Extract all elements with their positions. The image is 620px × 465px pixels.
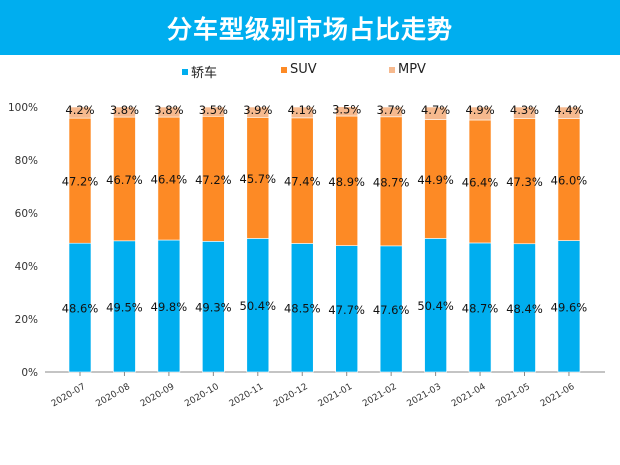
y-tick-label: 40%	[15, 261, 38, 273]
legend: 轿车 SUV MPV	[0, 62, 620, 81]
title-bar: 分车型级别市场占比走势	[0, 0, 620, 55]
data-label: 49.8%	[151, 300, 188, 314]
legend-swatch	[182, 68, 188, 75]
legend-item-MPV: MPV	[389, 62, 426, 77]
x-tick-label: 2021-01	[317, 382, 355, 409]
bar-MPV-2020-11	[246, 106, 270, 118]
data-label: 50.4%	[240, 299, 277, 313]
x-tick-label: 2021-02	[361, 382, 399, 409]
data-label: 4.7%	[421, 103, 450, 117]
data-label: 49.6%	[551, 300, 588, 314]
data-label: 3.9%	[243, 103, 272, 117]
data-label: 50.4%	[417, 299, 454, 313]
x-tick-label: 2020-11	[228, 382, 266, 409]
bar-MPV-2020-07	[68, 106, 92, 119]
data-label: 3.8%	[154, 103, 183, 117]
bar-MPV-2021-01	[335, 106, 359, 117]
data-label: 3.5%	[332, 103, 361, 117]
y-tick-label: 100%	[8, 102, 38, 114]
data-label: 47.3%	[506, 175, 543, 189]
legend-swatch	[389, 66, 395, 73]
y-tick-label: 80%	[15, 155, 38, 167]
data-label: 4.2%	[65, 103, 94, 117]
data-label: 47.2%	[62, 175, 99, 189]
data-label: 48.7%	[373, 175, 410, 189]
data-label: 48.5%	[284, 302, 321, 316]
x-tick-label: 2020-10	[183, 382, 221, 410]
data-label: 49.3%	[195, 301, 232, 315]
data-label: 44.9%	[417, 173, 454, 187]
data-label: 45.7%	[240, 172, 277, 186]
data-label: 46.0%	[551, 174, 588, 188]
data-label: 4.3%	[510, 103, 539, 117]
data-label: 47.7%	[328, 303, 365, 317]
legend-item-SUV: SUV	[281, 62, 317, 77]
data-label: 48.9%	[328, 175, 365, 189]
x-tick-label: 2020-07	[50, 382, 88, 409]
bar-MPV-2021-06	[557, 106, 581, 119]
y-tick-label: 0%	[21, 367, 38, 379]
x-tick-label: 2021-04	[450, 382, 488, 410]
data-label: 4.4%	[554, 103, 583, 117]
y-tick-label: 20%	[15, 314, 38, 326]
x-tick-label: 2021-06	[539, 382, 577, 410]
bar-MPV-2020-08	[113, 106, 136, 118]
data-label: 46.4%	[151, 173, 188, 187]
bar-MPV-2020-10	[202, 106, 225, 117]
y-tick-label: 60%	[15, 208, 38, 220]
bar-MPV-2020-12	[290, 106, 314, 119]
legend-label: MPV	[398, 62, 426, 77]
bar-MPV-2021-02	[379, 106, 403, 118]
data-label: 46.7%	[106, 173, 143, 187]
chart-title: 分车型级别市场占比走势	[166, 14, 453, 44]
data-label: 48.4%	[506, 302, 543, 316]
data-label: 48.6%	[62, 302, 99, 316]
bar-MPV-2020-09	[157, 106, 181, 118]
legend-item-轿车: 轿车	[182, 62, 217, 81]
x-tick-label: 2020-12	[272, 382, 310, 409]
data-label: 49.5%	[106, 300, 143, 314]
data-label: 3.8%	[110, 103, 139, 117]
legend-swatch	[281, 66, 287, 73]
data-label: 47.4%	[284, 175, 321, 189]
data-label: 47.6%	[373, 303, 410, 317]
x-tick-label: 2021-03	[406, 382, 444, 409]
bar-MPV-2021-04	[468, 106, 492, 121]
data-label: 4.1%	[288, 103, 317, 117]
data-label: 4.9%	[465, 103, 494, 117]
legend-label: SUV	[290, 62, 317, 77]
x-tick-label: 2020-09	[139, 382, 177, 410]
bar-MPV-2021-05	[513, 106, 536, 119]
legend-label: 轿车	[191, 66, 218, 81]
x-tick-label: 2021-05	[494, 382, 532, 409]
data-label: 48.7%	[462, 301, 499, 315]
bar-MPV-2021-03	[424, 106, 447, 120]
data-label: 47.2%	[195, 173, 232, 187]
data-label: 3.7%	[377, 103, 406, 117]
data-label: 46.4%	[462, 175, 499, 189]
x-tick-label: 2020-08	[94, 382, 132, 410]
data-label: 3.5%	[199, 103, 228, 117]
